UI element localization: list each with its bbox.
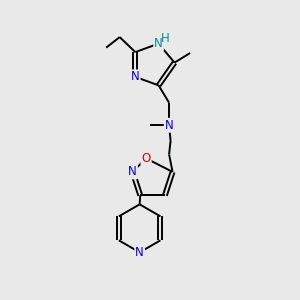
Text: N: N [128,165,137,178]
Text: H: H [161,32,170,45]
Text: N: N [165,119,173,132]
Text: N: N [154,37,163,50]
Text: O: O [142,152,151,165]
Text: N: N [131,70,140,83]
Text: N: N [135,246,144,259]
